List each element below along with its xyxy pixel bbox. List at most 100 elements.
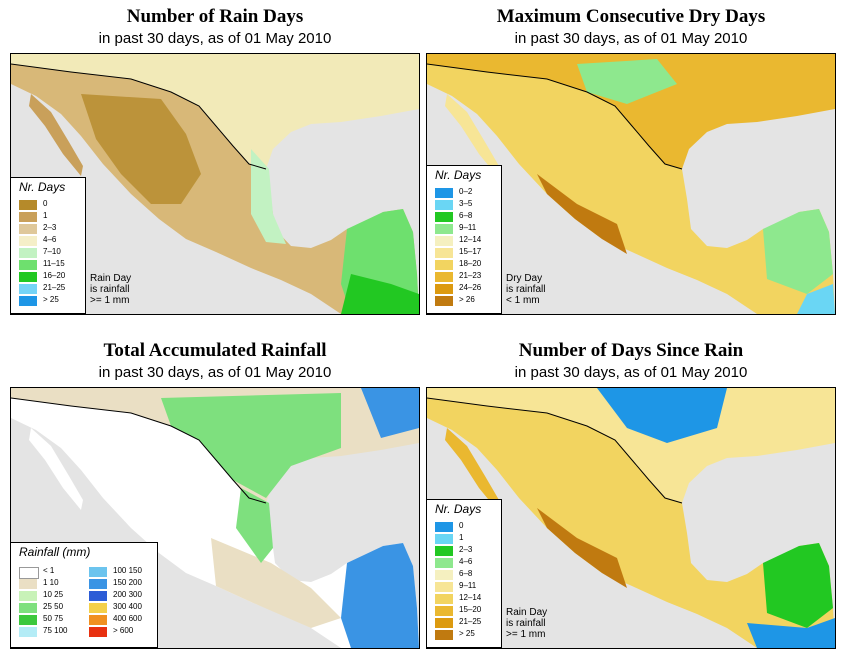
legend-label: 50 75 — [43, 614, 64, 623]
legend-label: 75 100 — [43, 626, 68, 635]
legend-swatch — [19, 284, 37, 294]
land-baja — [29, 428, 83, 510]
note-line: Rain Day — [90, 273, 132, 284]
panel-dry-days: Maximum Consecutive Dry Days in past 30 … — [426, 0, 836, 324]
legend-label: 1 — [43, 211, 48, 220]
legend-label: 200 300 — [113, 590, 142, 599]
land-baja — [445, 428, 499, 510]
legend-label: 6–8 — [459, 211, 473, 220]
map-total-rainfall — [10, 387, 420, 649]
legend-label: 100 150 — [113, 566, 142, 575]
legend-label: 0–2 — [459, 187, 473, 196]
legend-title: Nr. Days — [19, 180, 66, 194]
legend-label: 7–10 — [43, 247, 61, 256]
legend-swatch — [19, 615, 37, 625]
border-line — [11, 397, 267, 504]
green-east — [236, 488, 273, 563]
legend-label: > 26 — [459, 295, 475, 304]
legend-swatch — [435, 236, 453, 246]
legend-swatch — [435, 284, 453, 294]
dry-southwest — [537, 508, 627, 588]
legend-label: < 1 — [43, 566, 55, 575]
legend-label: 15–17 — [459, 247, 482, 256]
legend-swatch — [19, 296, 37, 306]
border-line — [427, 63, 683, 170]
legend-label: 4–6 — [43, 235, 57, 244]
legend-swatch — [19, 224, 37, 234]
legend-swatch — [19, 200, 37, 210]
wet-south — [341, 274, 419, 314]
legend-label: 4–6 — [459, 557, 473, 566]
legend-label: 9–11 — [459, 581, 477, 590]
legend-swatch — [89, 567, 107, 577]
panel-days-since-rain: Number of Days Since Rain in past 30 day… — [426, 334, 836, 658]
green-yucatan — [763, 543, 833, 628]
legend-label: 12–14 — [459, 235, 482, 244]
legend-swatch — [89, 627, 107, 637]
legend-swatch — [435, 606, 453, 616]
legend-label: 15–20 — [459, 605, 482, 614]
green-north — [577, 59, 677, 104]
legend-swatch — [435, 200, 453, 210]
legend-swatch — [435, 582, 453, 592]
legend-rain-days: Nr. Days 0 1 2–3 4–6 7–10 11–15 16–20 21–25 > 25 — [10, 177, 86, 314]
note-line: Rain Day — [506, 607, 548, 618]
legend-swatch — [19, 579, 37, 589]
cyan-south — [797, 284, 835, 314]
legend-title: Rainfall (mm) — [19, 545, 91, 559]
legend-label: 11–15 — [43, 259, 65, 268]
legend-swatch — [435, 212, 453, 222]
note-line: is rainfall — [506, 618, 546, 629]
land-usa — [427, 388, 835, 503]
legend-label: 300 400 — [113, 602, 142, 611]
panel-subtitle: in past 30 days, as of 01 May 2010 — [514, 30, 748, 47]
note-line: >= 1 mm — [506, 629, 546, 640]
legend-swatch — [435, 558, 453, 568]
wet-east-coast — [251, 149, 286, 244]
note-line: is rainfall — [90, 284, 130, 295]
legend-title: Nr. Days — [435, 502, 482, 516]
legend-label: 1 10 — [43, 578, 59, 587]
legend-label: 400 600 — [113, 614, 142, 623]
dry-interior — [81, 94, 201, 204]
legend-swatch — [89, 603, 107, 613]
green-yucatan — [763, 209, 833, 294]
legend-dry-days: Nr. Days 0–2 3–5 6–8 9–11 12–14 15–17 18–20 21–… — [426, 165, 502, 314]
legend-label: 0 — [43, 199, 48, 208]
legend-label: 18–20 — [459, 259, 482, 268]
legend-swatch — [435, 534, 453, 544]
tan-south — [211, 538, 341, 628]
legend-swatch — [19, 627, 37, 637]
legend-swatch — [435, 630, 453, 640]
legend-label: 12–14 — [459, 593, 482, 602]
land-baja — [29, 94, 83, 176]
legend-swatch — [89, 579, 107, 589]
border-line — [427, 397, 683, 504]
legend-label: 21–25 — [43, 283, 66, 292]
border-line — [11, 63, 267, 170]
panel-title: Number of Rain Days — [126, 6, 304, 27]
legend-swatch — [435, 522, 453, 532]
legend-swatch — [435, 272, 453, 282]
legend-swatch — [435, 618, 453, 628]
legend-title: Nr. Days — [435, 168, 482, 182]
legend-label: 24–26 — [459, 283, 482, 292]
legend-label: 3–5 — [459, 199, 473, 208]
legend-label: > 25 — [459, 629, 475, 638]
legend-label: 150 200 — [113, 578, 142, 587]
legend-label: 2–3 — [43, 223, 57, 232]
land-usa — [427, 54, 835, 169]
legend-label: 21–25 — [459, 617, 482, 626]
land-baja — [445, 94, 499, 176]
definition-note: Rain Day is rainfall >= 1 mm — [506, 607, 547, 640]
legend-swatch — [89, 615, 107, 625]
legend-swatch — [19, 236, 37, 246]
panel-title: Number of Days Since Rain — [518, 340, 744, 361]
blue-south — [747, 618, 835, 648]
blue-north — [597, 388, 727, 443]
legend-label: 6–8 — [459, 569, 473, 578]
land-mexico — [11, 398, 419, 648]
legend-swatch — [19, 591, 37, 601]
note-line: < 1 mm — [506, 295, 540, 306]
blue-northeast — [361, 388, 419, 438]
